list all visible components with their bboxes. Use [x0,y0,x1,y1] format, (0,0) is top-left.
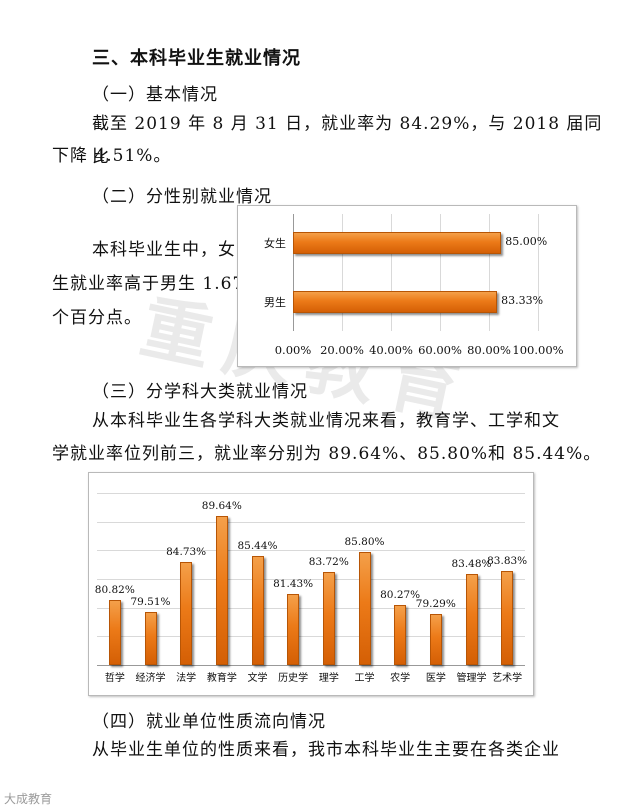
x-tick-label: 60.00% [418,343,462,357]
para-gender-line-2: 生就业率高于男生 1.67 [52,274,245,294]
value-label: 79.29% [415,598,456,611]
value-label: 85.00% [505,235,548,249]
section-title: 三、本科毕业生就业情况 [92,48,301,69]
category-label: 医学 [425,673,446,684]
bar-3 [215,515,228,665]
x-gridline [538,214,539,331]
value-label: 83.33% [501,293,544,307]
y-axis-line [293,214,294,331]
value-label: 80.82% [94,583,135,596]
value-label: 85.44% [237,539,278,552]
y-gridline [97,493,525,494]
heading-discipline: （三）分学科大类就业情况 [92,382,308,402]
x-gridline [489,214,490,331]
x-gridline [391,214,392,331]
value-label: 89.64% [201,499,242,512]
x-gridline [342,214,343,331]
x-gridline [440,214,441,331]
value-label: 84.73% [166,546,207,559]
bar-4 [251,555,264,665]
y-gridline [97,636,525,638]
x-axis-line [97,665,525,666]
footer-watermark: 大成教育 [4,792,53,806]
value-label: 85.80% [344,536,385,549]
y-gridline [97,521,525,523]
bar-6 [322,572,335,665]
y-gridline [97,607,525,609]
category-label: 历史学 [278,673,309,684]
bar-11 [501,571,514,665]
heading-basic: （一）基本情况 [92,85,218,105]
y-gridline [97,579,525,580]
category-label: 文学 [247,673,268,684]
bar-1 [144,612,157,665]
value-label: 83.83% [487,555,528,568]
x-tick-label: 100.00% [512,343,564,357]
discipline-chart: 80.82% 哲学 79.51% 经济学 84.73% 法学 89.64% 教育学 85.44%… [88,472,534,696]
bar-7 [358,552,371,665]
category-label: 艺术学 [492,673,523,684]
category-label: 哲学 [104,673,125,684]
bar-2 [180,562,193,665]
bar-10 [465,574,478,665]
category-label: 女生 [264,237,286,251]
category-label: 理学 [318,673,339,684]
x-tick-label: 40.00% [369,343,413,357]
bar-9 [429,614,442,665]
category-label: 农学 [390,673,411,684]
gender-chart: 0.00% 20.00% 40.00% 60.00% 80.00% 100.00% 女生 85… [237,205,577,367]
bar-0 [108,599,121,665]
value-label: 79.51% [130,596,171,609]
bar-1 [293,290,498,313]
para-gender-line-3: 个百分点。 [52,308,142,328]
x-tick-label: 0.00% [274,343,312,357]
value-label: 83.48% [451,558,492,571]
para-basic-line-2: 下降 4.51%。 [52,146,172,166]
para-discipline-line-2: 学就业率位列前三，就业率分别为 89.64%、85.80%和 85.44%。 [52,444,602,464]
para-gender-line-1: 本科毕业生中，女 [92,240,236,260]
x-tick-label: 80.00% [467,343,511,357]
value-label: 80.27% [380,589,421,602]
value-label: 83.72% [308,556,349,569]
category-label: 经济学 [135,673,166,684]
value-label: 81.43% [273,578,314,590]
y-gridline [97,550,525,552]
bar-8 [394,605,407,665]
category-label: 教育学 [206,673,237,684]
category-label: 法学 [176,673,197,684]
category-label: 工学 [354,673,375,684]
para-discipline-line-1: 从本科毕业生各学科大类就业情况来看，教育学、工学和文 [92,411,560,431]
heading-gender: （二）分性别就业情况 [92,187,272,207]
para-employer-line-1: 从毕业生单位的性质来看，我市本科毕业生主要在各类企业 [92,740,560,760]
bar-5 [287,594,300,665]
para-basic-line-1: 截至 2019 年 8 月 31 日，就业率为 84.29%，与 2018 届同… [92,114,603,167]
x-tick-label: 20.00% [320,343,364,357]
bar-0 [293,232,502,255]
category-label: 男生 [264,295,286,309]
heading-employer-type: （四）就业单位性质流向情况 [92,712,326,732]
category-label: 管理学 [456,673,487,684]
